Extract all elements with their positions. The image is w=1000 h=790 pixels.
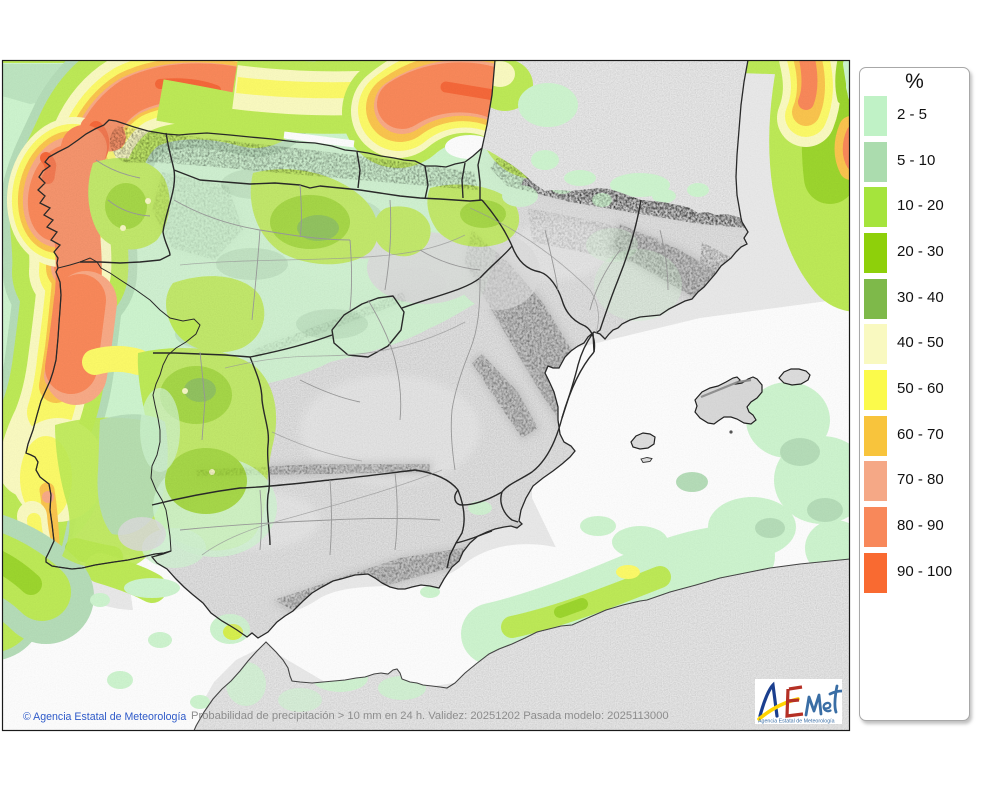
svg-text:Agencia Estatal de Meteorologí: Agencia Estatal de Meteorología [758, 719, 835, 725]
